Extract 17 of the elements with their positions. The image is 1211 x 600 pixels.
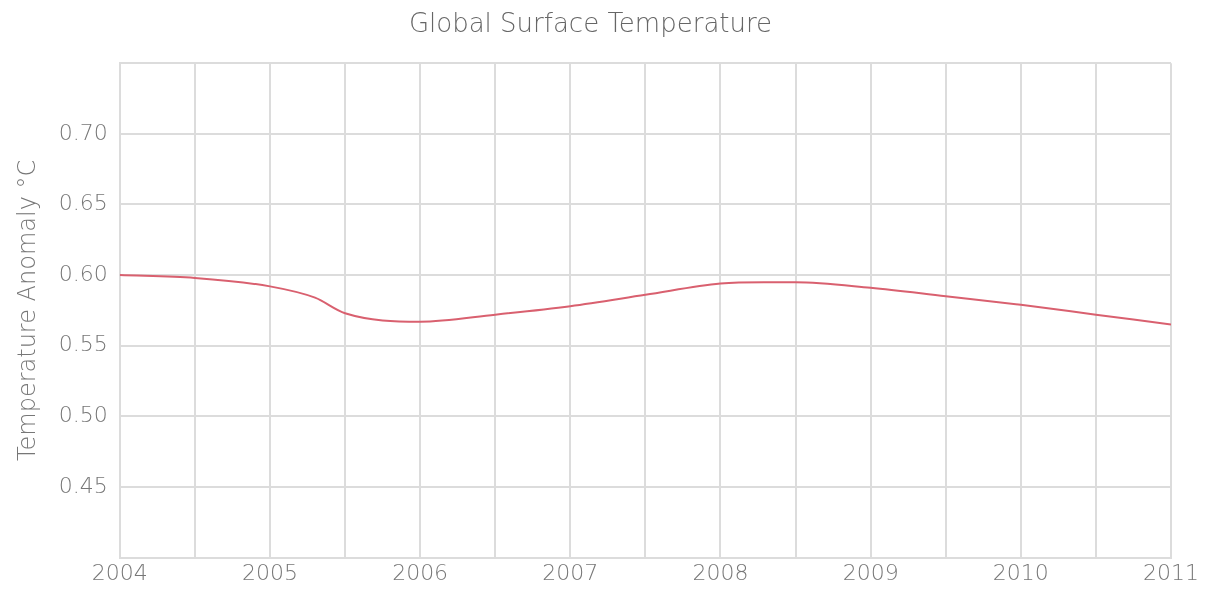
x-tick-label: 2008	[692, 559, 749, 585]
x-tick-label: 2004	[91, 559, 148, 585]
x-tick-label: 2011	[1143, 559, 1199, 585]
y-tick-label: 0.50	[58, 402, 108, 428]
x-tick-label: 2009	[842, 559, 899, 585]
x-tick-label: 2005	[241, 559, 298, 585]
x-tick-label: 2006	[392, 559, 449, 585]
line-series	[119, 274, 1171, 326]
y-tick-label: 0.65	[58, 190, 108, 216]
y-tick-label: 0.70	[58, 119, 108, 145]
x-tick-label: 2010	[992, 559, 1049, 585]
y-axis-title: Temperature Anomaly °C	[12, 159, 41, 462]
y-tick-label: 0.60	[58, 260, 108, 286]
y-tick-label: 0.45	[58, 472, 108, 498]
x-tick-label: 2007	[542, 559, 599, 585]
chart-title: Global Surface Temperature	[408, 8, 773, 39]
y-tick-label: 0.55	[58, 331, 108, 357]
